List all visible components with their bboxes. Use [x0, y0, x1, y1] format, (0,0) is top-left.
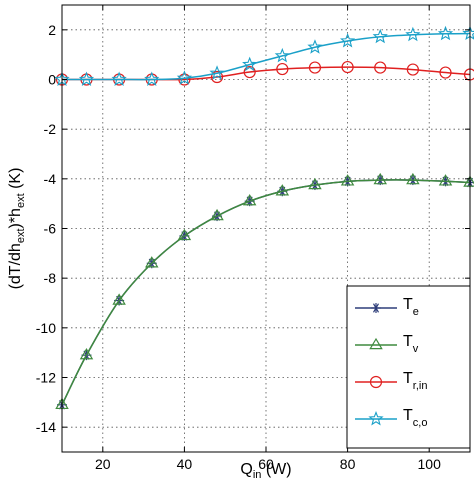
legend-label-sub: v: [413, 343, 419, 355]
series-1: [55, 172, 474, 410]
data-point: [276, 62, 289, 76]
data-point: [372, 28, 388, 44]
series-line: [61, 179, 471, 406]
legend-label: Tc,o: [403, 407, 427, 429]
series-layer: [54, 25, 474, 410]
legend-entry: Tc,o: [355, 407, 427, 429]
y-axis-label-part2: )*h: [7, 208, 24, 228]
series-3: [54, 25, 474, 86]
legend-label: Tv: [403, 333, 419, 355]
y-axis-label-part3: (K): [7, 168, 24, 194]
data-point: [308, 61, 322, 74]
data-point: [78, 71, 95, 86]
x-axis-label-main: Q: [240, 461, 252, 478]
data-point: [144, 71, 160, 86]
y-axis-label-sub1: ext: [15, 228, 27, 243]
y-tick-label: -8: [44, 270, 57, 286]
legend-marker: [371, 303, 381, 313]
legend-entry: Tr,in: [355, 370, 427, 392]
data-point: [308, 177, 322, 190]
legend-label-main: T: [403, 407, 413, 424]
legend-box: [346, 285, 471, 449]
data-point: [178, 73, 191, 86]
data-point: [242, 56, 258, 72]
x-tick-label: 60: [258, 456, 274, 472]
data-point: [145, 256, 159, 268]
data-point: [406, 63, 419, 76]
data-point: [242, 194, 257, 206]
legend-marker: [369, 337, 383, 350]
legend-marker: [368, 410, 384, 426]
y-tick-label: -2: [44, 121, 57, 137]
data-point: [438, 174, 453, 186]
data-point: [405, 26, 421, 42]
data-point: [341, 60, 354, 74]
y-tick-label: -14: [36, 419, 56, 435]
y-tick-label: -12: [36, 370, 56, 386]
data-point: [177, 228, 192, 241]
legend-label-sub: e: [413, 306, 419, 318]
data-point: [111, 71, 127, 86]
data-point: [112, 293, 126, 305]
y-tick-label: -6: [44, 221, 57, 237]
y-axis-label-part1: (dT/dh: [7, 243, 24, 289]
legend-label: Te: [403, 296, 419, 318]
legend-label: Tr,in: [403, 370, 427, 392]
data-point: [176, 70, 193, 85]
legend-entry: Te: [355, 296, 419, 318]
data-point: [439, 66, 452, 79]
legend-label-main: T: [403, 333, 413, 350]
legend-marker: [369, 375, 383, 389]
y-axis-label-sub2: ext: [15, 193, 27, 208]
legend-label-main: T: [403, 370, 413, 387]
data-point: [339, 32, 356, 48]
y-tick-label: -4: [44, 171, 57, 187]
legend-entry: Tv: [355, 333, 419, 355]
x-axis-label-rest: (W): [261, 461, 291, 478]
x-tick-label: 40: [177, 456, 193, 472]
legend-label-sub: c,o: [413, 417, 428, 429]
data-point: [243, 65, 256, 79]
legend-label-sub: r,in: [413, 380, 428, 392]
x-tick-label: 20: [95, 456, 111, 472]
data-point: [210, 208, 224, 221]
data-point: [275, 184, 290, 196]
y-tick-label: 2: [48, 22, 56, 38]
legend-label-main: T: [403, 296, 413, 313]
y-tick-label: -10: [36, 320, 56, 336]
data-point: [340, 174, 355, 186]
x-axis-label-sub: in: [253, 469, 262, 478]
data-point: [209, 65, 225, 80]
x-axis-label: Qin (W): [240, 461, 291, 478]
data-point: [210, 70, 224, 84]
data-point: [437, 25, 454, 41]
data-point: [374, 61, 387, 74]
data-point: [406, 172, 420, 185]
data-point: [79, 347, 94, 360]
x-tick-label: 80: [340, 456, 356, 472]
y-tick-label: 0: [48, 72, 56, 88]
x-tick-label: 100: [418, 456, 442, 472]
y-axis-label: (dT/dhext)*hext (K): [7, 168, 27, 290]
data-point: [373, 172, 387, 185]
data-point: [274, 47, 290, 63]
data-point: [307, 39, 323, 54]
